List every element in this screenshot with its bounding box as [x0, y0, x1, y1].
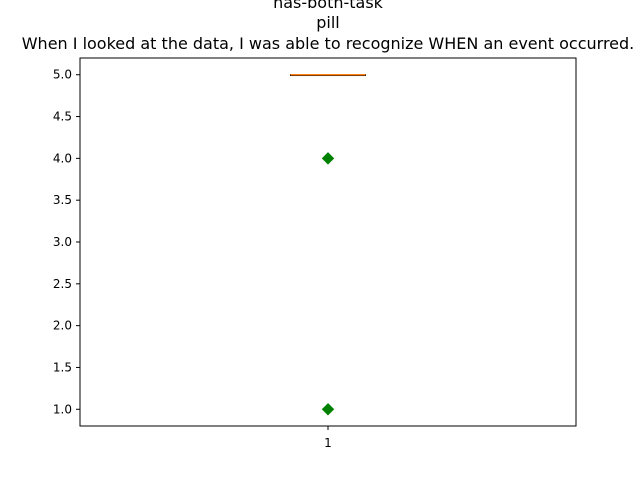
outlier-point	[321, 403, 335, 416]
chart-title-line-1: has-both-task	[273, 0, 384, 12]
y-tick-label: 4.5	[53, 110, 72, 124]
y-tick-label: 5.0	[53, 68, 72, 82]
y-tick-label: 1.5	[53, 360, 72, 374]
chart-title-line-2: pill	[316, 13, 340, 32]
y-tick-label: 3.5	[53, 193, 72, 207]
plot-area-frame	[79, 57, 577, 427]
y-tick-label: 2.0	[53, 319, 72, 333]
y-tick-label: 2.5	[53, 277, 72, 291]
chart-title-line-3: When I looked at the data, I was able to…	[22, 34, 635, 53]
outlier-point	[321, 152, 335, 165]
x-axis: 1	[324, 426, 332, 450]
y-tick-label: 1.0	[53, 402, 72, 416]
box-layer	[290, 73, 366, 77]
outlier-layer	[321, 152, 335, 416]
x-tick-label: 1	[324, 436, 332, 450]
y-axis: 1.0 1.5 2.0 2.5 3.0 3.5 4.0 4.5 5.0	[53, 68, 80, 416]
y-tick-label: 3.0	[53, 235, 72, 249]
y-tick-label: 4.0	[53, 151, 72, 165]
